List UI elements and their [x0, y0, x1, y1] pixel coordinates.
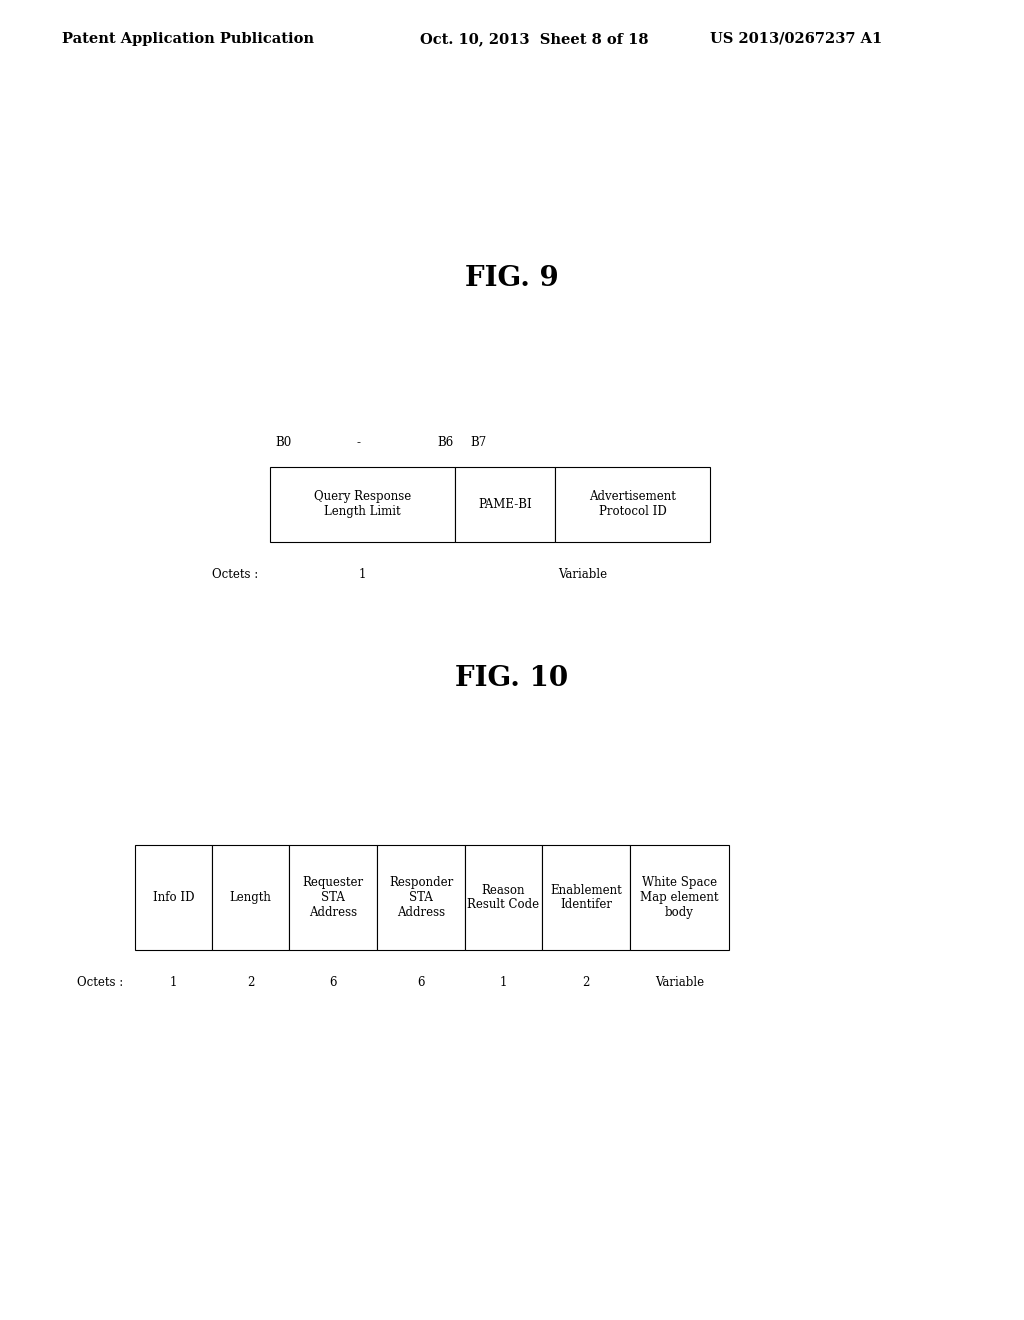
Text: 2: 2 — [583, 975, 590, 989]
Text: 1: 1 — [358, 568, 367, 581]
Text: Octets :: Octets : — [212, 568, 258, 581]
Text: 2: 2 — [247, 975, 254, 989]
Text: -: - — [356, 436, 360, 449]
Bar — [377, 845, 465, 950]
Bar — [465, 845, 542, 950]
Text: Enablement
Identifer: Enablement Identifer — [550, 883, 622, 912]
Bar — [270, 467, 455, 543]
Text: Query Response
Length Limit: Query Response Length Limit — [314, 491, 411, 519]
Bar — [289, 845, 377, 950]
Text: 1: 1 — [170, 975, 177, 989]
Text: Octets :: Octets : — [77, 975, 123, 989]
Bar — [555, 467, 710, 543]
Text: 1: 1 — [500, 975, 507, 989]
Text: FIG. 10: FIG. 10 — [456, 665, 568, 692]
Bar — [455, 467, 555, 543]
Text: 6: 6 — [330, 975, 337, 989]
Text: Responder
STA
Address: Responder STA Address — [389, 876, 454, 919]
Text: FIG. 9: FIG. 9 — [465, 265, 559, 292]
Text: Variable: Variable — [655, 975, 705, 989]
Text: B7: B7 — [470, 436, 486, 449]
Text: Info ID: Info ID — [153, 891, 195, 904]
Bar — [212, 845, 289, 950]
Text: Oct. 10, 2013  Sheet 8 of 18: Oct. 10, 2013 Sheet 8 of 18 — [420, 32, 648, 46]
Text: Advertisement
Protocol ID: Advertisement Protocol ID — [589, 491, 676, 519]
Bar — [135, 845, 212, 950]
Bar — [630, 845, 729, 950]
Text: Requester
STA
Address: Requester STA Address — [302, 876, 364, 919]
Text: PAME-BI: PAME-BI — [478, 498, 531, 511]
Text: White Space
Map element
body: White Space Map element body — [640, 876, 719, 919]
Text: B6: B6 — [437, 436, 454, 449]
Text: Variable: Variable — [558, 568, 607, 581]
Text: B0: B0 — [275, 436, 291, 449]
Text: US 2013/0267237 A1: US 2013/0267237 A1 — [710, 32, 883, 46]
Bar — [542, 845, 630, 950]
Text: Length: Length — [229, 891, 271, 904]
Text: 6: 6 — [417, 975, 425, 989]
Text: Patent Application Publication: Patent Application Publication — [62, 32, 314, 46]
Text: Reason
Result Code: Reason Result Code — [467, 883, 540, 912]
